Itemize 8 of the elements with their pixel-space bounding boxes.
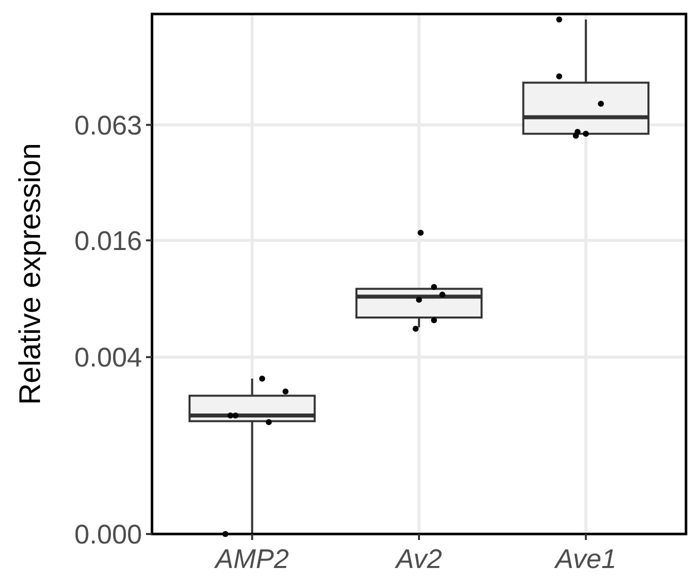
x-tick-label: AMP2 bbox=[213, 544, 289, 574]
y-tick-label: 0.000 bbox=[74, 519, 142, 550]
y-tick-label: 0.016 bbox=[74, 226, 142, 256]
y-axis-title: Relative expression bbox=[14, 143, 47, 405]
y-tick-label: 0.063 bbox=[74, 110, 142, 140]
x-tick-label: Av2 bbox=[394, 544, 442, 574]
y-tick-label: 0.004 bbox=[74, 342, 142, 373]
x-tick-label: Ave1 bbox=[553, 544, 616, 574]
